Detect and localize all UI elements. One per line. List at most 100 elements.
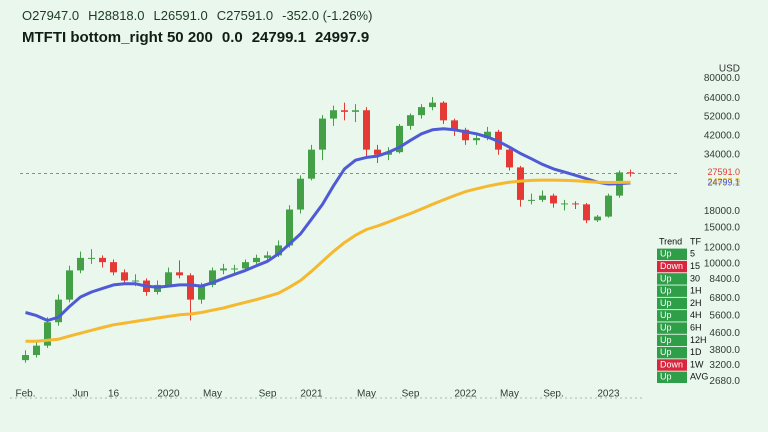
candle-body bbox=[517, 167, 524, 200]
candle-body bbox=[220, 268, 227, 271]
candle-body bbox=[330, 110, 337, 119]
candle-body bbox=[176, 272, 183, 276]
candle-body bbox=[429, 102, 436, 108]
trend-value: Up bbox=[660, 249, 672, 259]
price-marker-label: 24997.9 bbox=[707, 177, 740, 187]
y-tick-label: 5600.0 bbox=[709, 310, 740, 321]
x-tick-label: May bbox=[203, 389, 222, 400]
x-tick-label: Sep bbox=[259, 389, 277, 400]
candle-body bbox=[352, 110, 359, 112]
candle-body bbox=[528, 199, 535, 201]
x-tick-label: 2021 bbox=[300, 389, 323, 400]
timeframe: 4H bbox=[690, 310, 702, 320]
candle-body bbox=[198, 284, 205, 300]
trend-cell bbox=[657, 334, 687, 347]
candle-body bbox=[627, 172, 634, 174]
x-tick-label: Sep. bbox=[543, 389, 564, 400]
x-tick-label: Jun bbox=[72, 389, 88, 400]
trend-value: Up bbox=[660, 347, 672, 357]
candle-body bbox=[462, 129, 469, 141]
y-tick-label: 4600.0 bbox=[709, 328, 740, 339]
candle-body bbox=[550, 195, 557, 204]
indicator-value: 24997.9 bbox=[315, 29, 369, 46]
candle-body bbox=[363, 110, 370, 150]
y-tick-label: 8400.0 bbox=[709, 274, 740, 285]
x-tick-label: May bbox=[357, 389, 376, 400]
candle-body bbox=[396, 125, 403, 153]
trend-cell bbox=[657, 347, 687, 359]
candle-body bbox=[121, 272, 128, 281]
x-tick-label: 2022 bbox=[454, 389, 477, 400]
trend-value: Up bbox=[660, 322, 672, 332]
candle-body bbox=[66, 270, 73, 300]
candle-body bbox=[297, 178, 304, 210]
y-tick-label: 80000.0 bbox=[704, 73, 741, 84]
candle-body bbox=[440, 102, 447, 121]
indicator-value: 24799.1 bbox=[252, 29, 306, 46]
candle-body bbox=[308, 149, 315, 179]
timeframe: 30 bbox=[690, 273, 700, 283]
candle-body bbox=[187, 275, 194, 300]
candle-body bbox=[572, 203, 579, 205]
y-tick-label: 10000.0 bbox=[704, 259, 741, 270]
y-tick-label: 2680.0 bbox=[709, 376, 740, 387]
candle-body bbox=[242, 262, 249, 269]
x-tick-label: 2023 bbox=[597, 389, 620, 400]
candle-body bbox=[561, 203, 568, 205]
y-tick-label: 15000.0 bbox=[704, 222, 741, 233]
timeframe: 12H bbox=[690, 335, 707, 345]
candle-body bbox=[44, 322, 51, 346]
candle-body bbox=[22, 355, 29, 361]
ohlc-value: -352.0 (-1.26%) bbox=[282, 8, 372, 23]
candle-body bbox=[583, 204, 590, 221]
x-tick-label: 16 bbox=[108, 389, 120, 400]
timeframe: 2H bbox=[690, 298, 702, 308]
y-tick-label: 6800.0 bbox=[709, 293, 740, 304]
y-tick-label: 42000.0 bbox=[704, 131, 741, 142]
candle-body bbox=[286, 209, 293, 246]
indicator-value: MTFTI bottom_right 50 200 bbox=[22, 29, 213, 46]
timeframe: 1D bbox=[690, 347, 702, 357]
candle-body bbox=[374, 149, 381, 155]
trend-cell bbox=[657, 248, 687, 260]
table-header: Trend bbox=[659, 236, 682, 246]
y-axis-label: USD bbox=[719, 64, 740, 75]
candle-body bbox=[484, 131, 491, 139]
y-tick-label: 52000.0 bbox=[704, 111, 741, 122]
candle-body bbox=[99, 257, 106, 263]
timeframe: 15 bbox=[690, 261, 700, 271]
ohlc-value: C27591.0 bbox=[217, 8, 273, 23]
trend-cell bbox=[657, 285, 687, 297]
price-marker-label: 24799.1 bbox=[707, 177, 740, 187]
trend-value: Up bbox=[660, 372, 672, 382]
timeframe: 6H bbox=[690, 322, 702, 332]
x-tick-label: 2020 bbox=[157, 389, 180, 400]
candle-body bbox=[77, 257, 84, 271]
trend-cell bbox=[657, 322, 687, 334]
candle-body bbox=[341, 110, 348, 112]
trend-cell bbox=[657, 297, 687, 310]
indicator-text: MTFTI bottom_right 50 200 0.0 24799.1 24997… bbox=[22, 29, 369, 46]
moving-average-line bbox=[25, 178, 631, 343]
y-tick-label: 18000.0 bbox=[704, 206, 741, 217]
trend-cell bbox=[657, 273, 687, 285]
candle-body bbox=[264, 255, 271, 258]
y-tick-label: 64000.0 bbox=[704, 93, 741, 104]
candle-body bbox=[110, 262, 117, 273]
timeframe: 1H bbox=[690, 286, 702, 296]
y-tick-label: 3800.0 bbox=[709, 345, 740, 356]
y-tick-label: 12000.0 bbox=[704, 242, 741, 253]
trend-value: Down bbox=[660, 261, 683, 271]
candle-body bbox=[275, 245, 282, 256]
trend-cell bbox=[657, 359, 687, 371]
x-tick-label: Feb. bbox=[15, 389, 35, 400]
trend-cell bbox=[657, 260, 687, 273]
candle-body bbox=[407, 115, 414, 126]
candle-body bbox=[605, 195, 612, 217]
trend-value: Up bbox=[660, 273, 672, 283]
price-marker-label: 27591.0 bbox=[707, 167, 740, 177]
trend-value: Down bbox=[660, 359, 683, 369]
